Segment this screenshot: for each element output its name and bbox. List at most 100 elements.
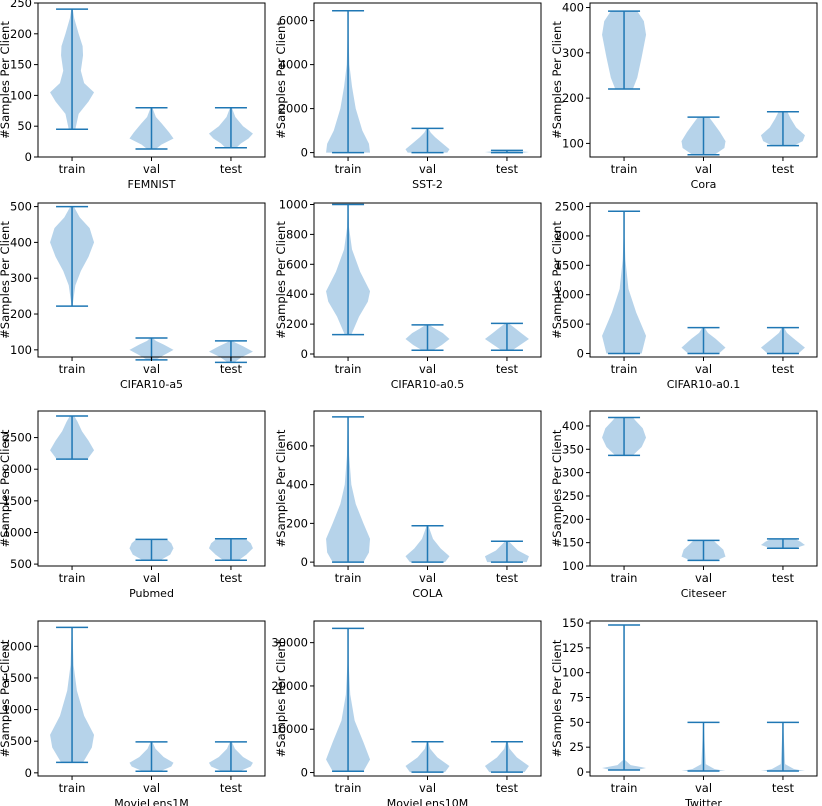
subplot-pubmed: 500 1000 1500 2000 2500 train val test Pubmed #Sa… bbox=[0, 410, 266, 600]
y-tick-label: 400 bbox=[562, 419, 584, 433]
x-axis-label: Pubmed bbox=[129, 587, 174, 600]
x-tick-label: val bbox=[419, 781, 436, 795]
y-tick-label: 0 bbox=[301, 146, 308, 160]
y-tick-label: 200 bbox=[10, 27, 32, 41]
subplot-cola: 0 200 400 600 train val test COLA #Samples Per C… bbox=[274, 410, 542, 600]
x-tick-label: val bbox=[419, 162, 436, 176]
y-axis-label: #Samples Per Client bbox=[274, 639, 288, 757]
x-tick-label: test bbox=[496, 571, 519, 585]
x-tick-label: train bbox=[59, 162, 86, 176]
y-tick-label: 600 bbox=[286, 257, 308, 271]
y-tick-label: 1500 bbox=[3, 494, 32, 508]
x-tick-label: test bbox=[496, 781, 519, 795]
y-tick-label: 0 bbox=[301, 555, 308, 569]
x-axis-label: SST-2 bbox=[412, 178, 443, 191]
subplot-cifar10-a5: 100 200 300 400 500 train val test CIFAR10-a5 #Sa… bbox=[0, 200, 266, 391]
x-axis-label: CIFAR10-a0.1 bbox=[667, 378, 741, 391]
x-tick-label: train bbox=[611, 362, 638, 376]
y-tick-label: 6000 bbox=[279, 14, 308, 28]
subplot-cora: 100 200 300 400 train val test Cora #Samples Per… bbox=[550, 1, 818, 191]
subplot-twitter: 0 25 50 75 100 125 150 train val test Twitter #Samp… bbox=[550, 616, 818, 806]
y-tick-label: 250 bbox=[10, 0, 32, 10]
y-tick-label: 150 bbox=[10, 58, 32, 72]
x-tick-label: train bbox=[335, 781, 362, 795]
y-tick-label: 100 bbox=[562, 136, 584, 150]
y-tick-label: 150 bbox=[562, 536, 584, 550]
y-tick-label: 50 bbox=[569, 715, 584, 729]
y-tick-label: 200 bbox=[562, 512, 584, 526]
y-axis-label: #Samples Per Client bbox=[550, 429, 564, 547]
x-axis-label: MovieLens1M bbox=[114, 797, 188, 806]
y-tick-label: 300 bbox=[10, 271, 32, 285]
x-tick-label: test bbox=[220, 362, 243, 376]
y-tick-label: 125 bbox=[562, 641, 584, 655]
x-tick-label: val bbox=[143, 362, 160, 376]
x-tick-label: test bbox=[772, 571, 795, 585]
x-tick-label: val bbox=[695, 571, 712, 585]
y-tick-label: 1000 bbox=[555, 288, 584, 302]
y-tick-label: 2500 bbox=[3, 431, 32, 445]
subplot-movielens10m: 0 10000 20000 30000 train val test MovieLens10M… bbox=[271, 620, 542, 806]
y-tick-label: 50 bbox=[17, 119, 32, 133]
y-tick-label: 150 bbox=[562, 616, 584, 630]
y-tick-label: 300 bbox=[562, 466, 584, 480]
y-tick-label: 500 bbox=[10, 557, 32, 571]
y-tick-label: 250 bbox=[562, 489, 584, 503]
y-tick-label: 200 bbox=[286, 317, 308, 331]
x-tick-label: test bbox=[772, 781, 795, 795]
y-tick-label: 400 bbox=[286, 478, 308, 492]
x-tick-label: test bbox=[220, 162, 243, 176]
x-tick-label: val bbox=[419, 571, 436, 585]
x-tick-label: val bbox=[143, 571, 160, 585]
x-tick-label: val bbox=[695, 162, 712, 176]
x-tick-label: test bbox=[772, 362, 795, 376]
y-tick-label: 500 bbox=[10, 734, 32, 748]
x-tick-label: test bbox=[220, 571, 243, 585]
y-axis-label: #Samples Per Client bbox=[274, 429, 288, 547]
x-tick-label: train bbox=[335, 362, 362, 376]
x-axis-label: COLA bbox=[412, 587, 443, 600]
y-tick-label: 2000 bbox=[279, 102, 308, 116]
y-tick-label: 800 bbox=[286, 227, 308, 241]
y-tick-label: 4000 bbox=[279, 58, 308, 72]
subplot-cifar10-a0-5: 0 200 400 600 800 1000 train val test CIFAR10-a0.… bbox=[274, 197, 542, 391]
y-tick-label: 0 bbox=[25, 150, 32, 164]
y-tick-label: 100 bbox=[10, 88, 32, 102]
x-axis-label: FEMNIST bbox=[128, 178, 176, 191]
x-axis-label: MovieLens10M bbox=[387, 797, 468, 806]
y-tick-label: 30000 bbox=[271, 636, 308, 650]
x-tick-label: train bbox=[611, 162, 638, 176]
x-axis-label: Citeseer bbox=[681, 587, 727, 600]
y-tick-label: 20000 bbox=[271, 679, 308, 693]
y-axis-label: #Samples Per Client bbox=[0, 221, 12, 339]
x-tick-label: val bbox=[143, 781, 160, 795]
y-tick-label: 1500 bbox=[3, 671, 32, 685]
y-tick-label: 200 bbox=[286, 516, 308, 530]
x-axis-label: Cora bbox=[691, 178, 717, 191]
y-axis-label: #Samples Per Client bbox=[274, 221, 288, 339]
x-axis-label: CIFAR10-a5 bbox=[120, 378, 183, 391]
y-tick-label: 100 bbox=[10, 343, 32, 357]
x-axis-label: Twitter bbox=[684, 797, 722, 806]
x-tick-label: test bbox=[220, 781, 243, 795]
y-axis-label: #Samples Per Client bbox=[0, 21, 12, 139]
y-tick-label: 0 bbox=[301, 347, 308, 361]
x-tick-label: train bbox=[335, 162, 362, 176]
x-tick-label: train bbox=[335, 571, 362, 585]
y-tick-label: 200 bbox=[10, 307, 32, 321]
y-tick-label: 0 bbox=[301, 766, 308, 780]
x-axis-label: CIFAR10-a0.5 bbox=[391, 378, 465, 391]
y-tick-label: 100 bbox=[562, 559, 584, 573]
subplot-femnist: 0 50 100 150 200 250 train val test FEMNIST #Sampl… bbox=[0, 0, 266, 191]
x-tick-label: val bbox=[143, 162, 160, 176]
subplot-citeseer: 100 150 200 250 300 350 400 train val test Citesee… bbox=[550, 410, 818, 600]
subplot-movielens1m: 0 500 1000 1500 2000 train val test MovieLens1M #… bbox=[0, 620, 266, 806]
x-tick-label: train bbox=[611, 571, 638, 585]
x-tick-label: train bbox=[59, 571, 86, 585]
y-tick-label: 1000 bbox=[3, 525, 32, 539]
y-tick-label: 1500 bbox=[555, 258, 584, 272]
y-tick-label: 200 bbox=[562, 91, 584, 105]
y-tick-label: 75 bbox=[569, 691, 584, 705]
y-axis-label: #Samples Per Client bbox=[0, 429, 12, 547]
y-tick-label: 600 bbox=[286, 439, 308, 453]
